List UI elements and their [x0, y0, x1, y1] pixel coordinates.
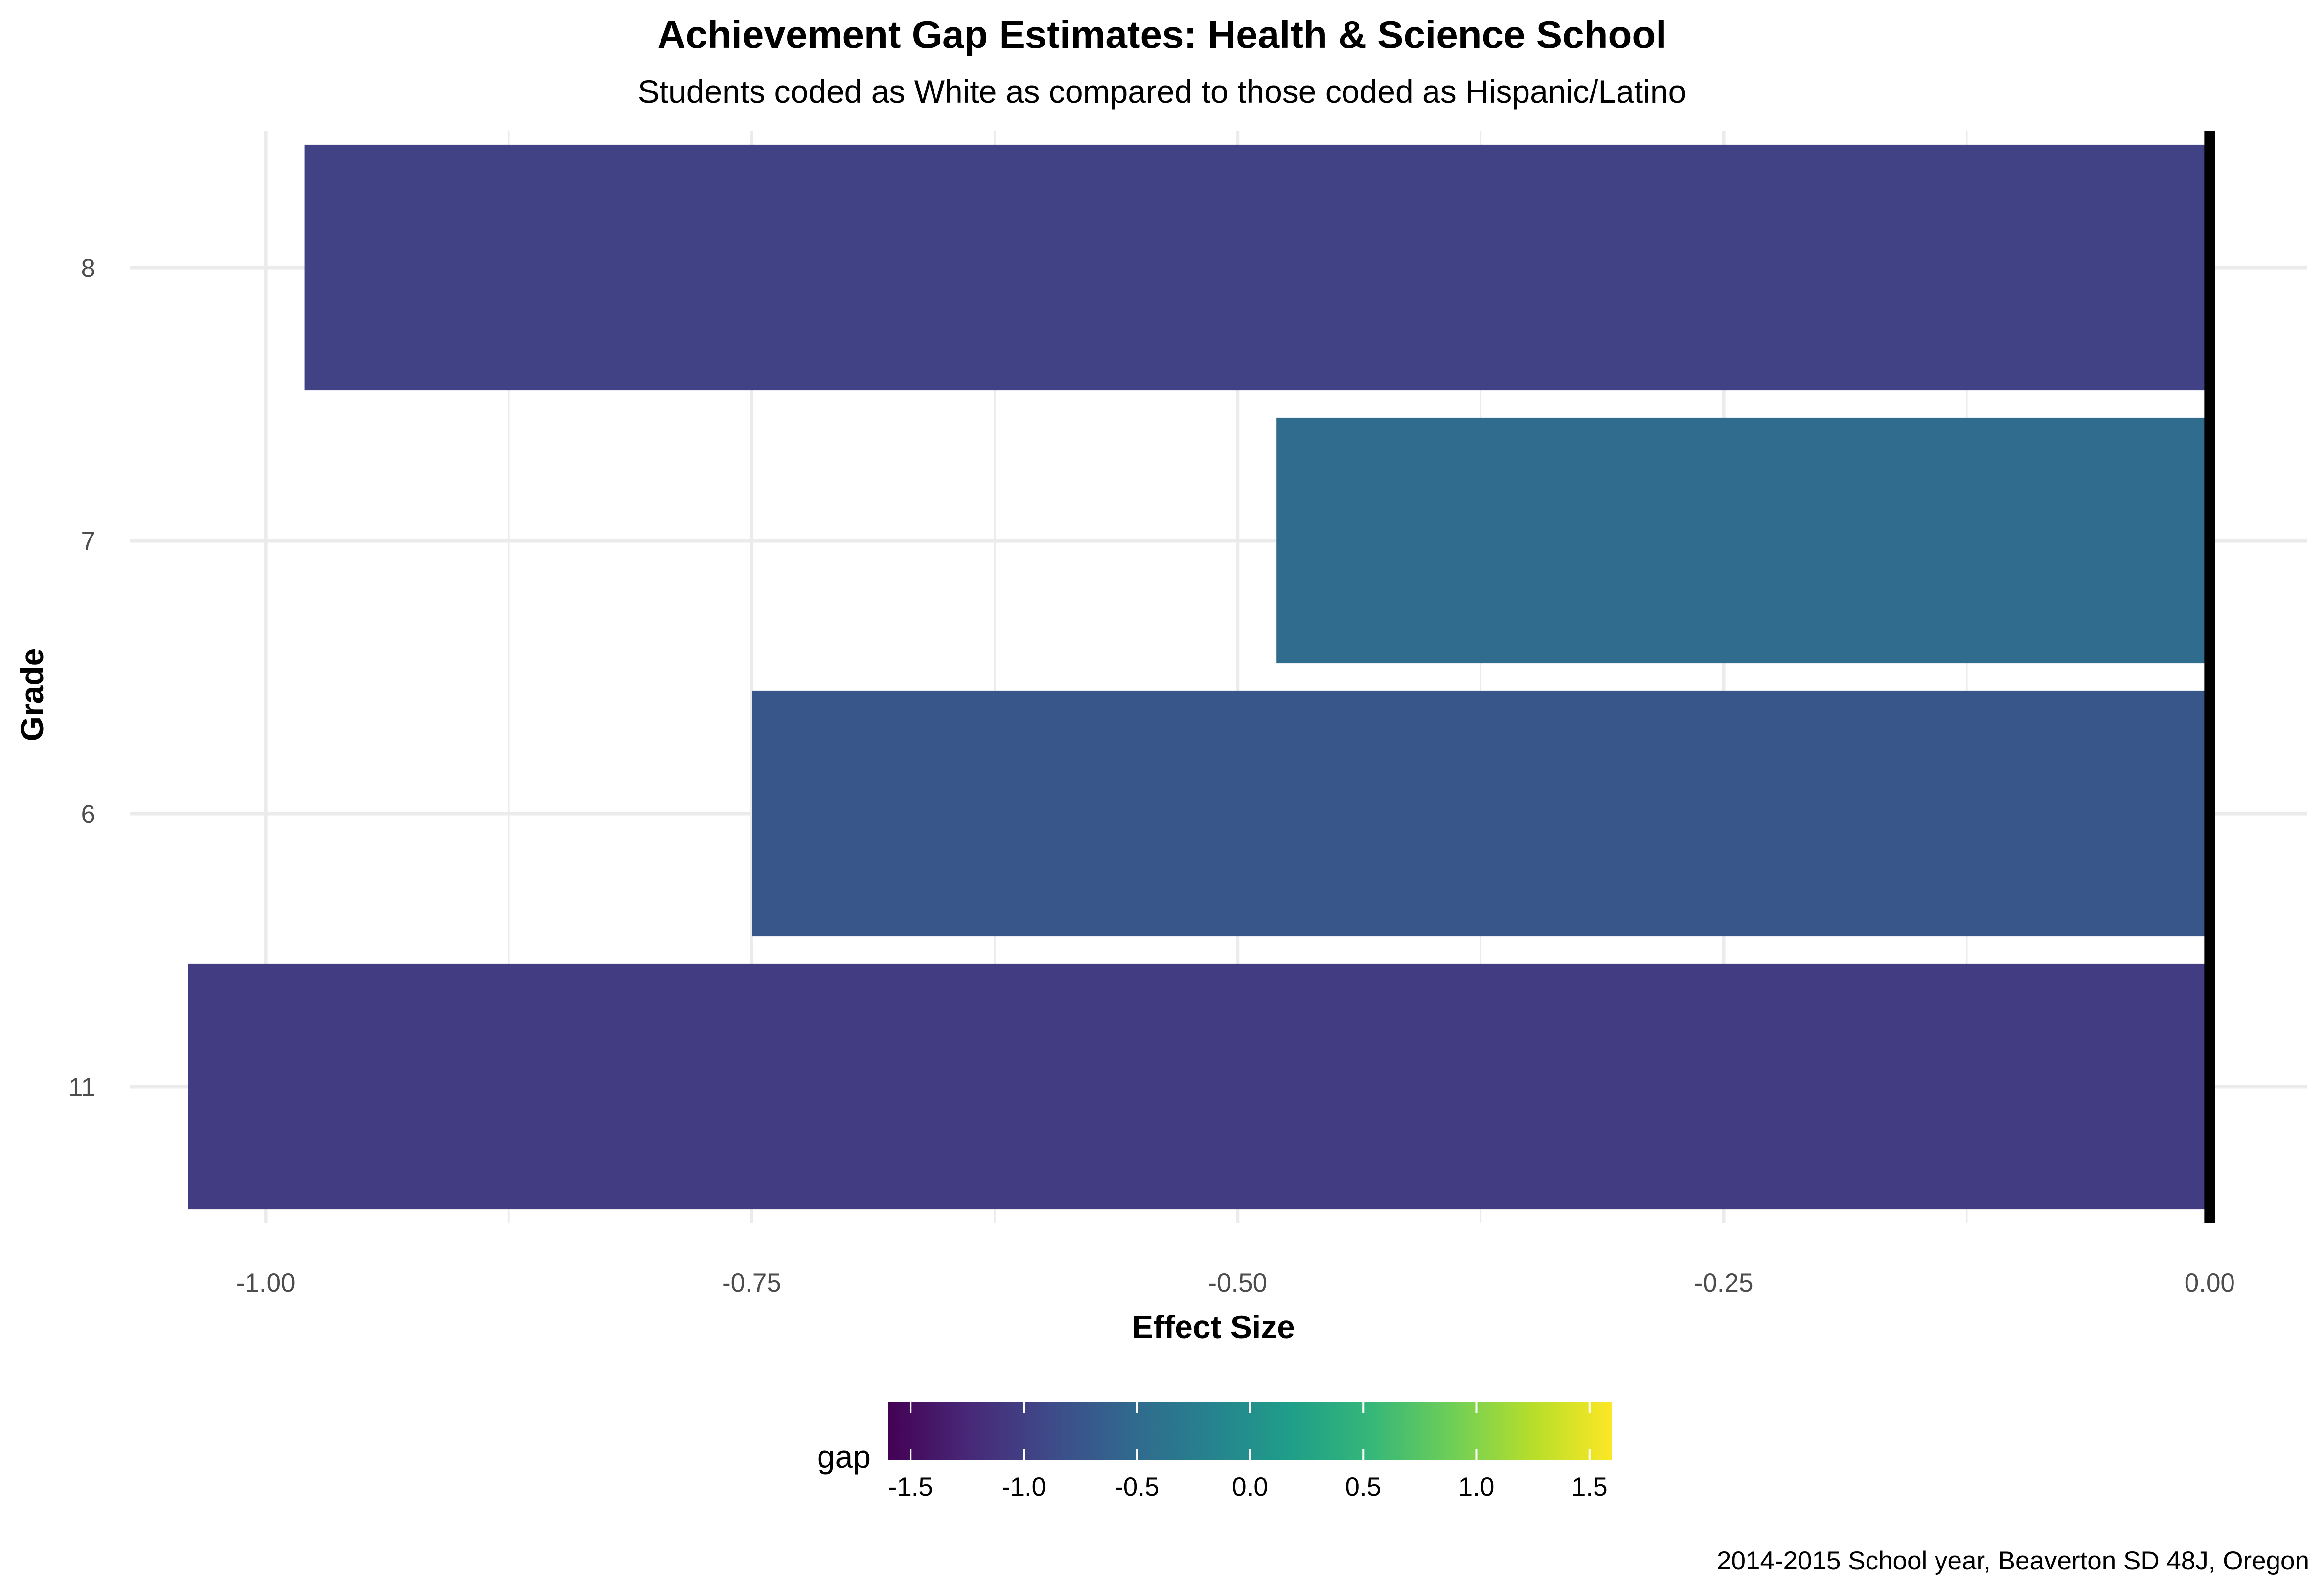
chart-title: Achievement Gap Estimates: Health & Scie…	[658, 13, 1667, 56]
chart-caption: 2014-2015 School year, Beaverton SD 48J,…	[1717, 1546, 2309, 1575]
x-tick-label: -0.25	[1694, 1269, 1754, 1297]
bar-grade-8	[304, 144, 2210, 391]
x-tick-label: -0.75	[722, 1269, 781, 1297]
bar-grade-11	[188, 963, 2210, 1210]
x-tick-label: 0.00	[2185, 1269, 2235, 1297]
x-tick-label: -0.50	[1208, 1269, 1267, 1297]
x-axis-title: Effect Size	[1132, 1309, 1295, 1345]
y-tick-label: 11	[68, 1073, 95, 1102]
y-axis-title: Grade	[14, 648, 50, 742]
y-tick-label: 7	[81, 527, 95, 556]
colorbar-tick-label: -1.5	[889, 1473, 933, 1501]
bar-grade-6	[752, 690, 2210, 937]
color-legend: gap -1.5 -1.0 -0.5 0.0 0.5 1.0 1.5	[817, 1402, 1612, 1501]
colorbar-tick-label: 1.5	[1572, 1473, 1608, 1501]
y-tick-label: 6	[81, 800, 95, 829]
legend-title: gap	[817, 1438, 871, 1475]
bars	[188, 144, 2210, 1210]
chart-subtitle: Students coded as White as compared to t…	[638, 73, 1686, 110]
bar-grade-7	[1276, 417, 2210, 664]
y-tick-label: 8	[81, 254, 95, 283]
x-tick-label: -1.00	[236, 1269, 296, 1297]
y-axis-ticks: 8 7 6 11	[68, 254, 95, 1102]
colorbar-ticks: -1.5 -1.0 -0.5 0.0 0.5 1.0 1.5	[889, 1402, 1608, 1501]
colorbar-tick-label: -1.0	[1002, 1473, 1046, 1501]
x-axis-ticks: -1.00 -0.75 -0.50 -0.25 0.00	[236, 1269, 2235, 1297]
colorbar-tick-label: 1.0	[1458, 1473, 1495, 1501]
colorbar-tick-label: 0.0	[1232, 1473, 1268, 1501]
colorbar-tick-label: -0.5	[1115, 1473, 1159, 1501]
colorbar-tick-label: 0.5	[1345, 1473, 1381, 1501]
